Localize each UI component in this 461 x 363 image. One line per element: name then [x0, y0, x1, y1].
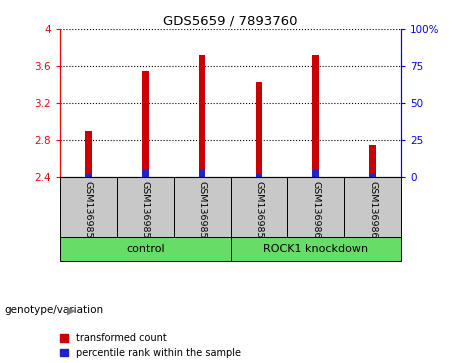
- Bar: [85, 174, 92, 178]
- Title: GDS5659 / 7893760: GDS5659 / 7893760: [163, 15, 298, 28]
- Bar: [255, 174, 262, 178]
- Text: GSM1369857: GSM1369857: [141, 182, 150, 245]
- Bar: [85, 131, 92, 178]
- Bar: [313, 55, 319, 178]
- Bar: [369, 145, 376, 178]
- Bar: [287, 178, 344, 237]
- Bar: [174, 178, 230, 237]
- Bar: [344, 178, 401, 237]
- Text: ▶: ▶: [67, 305, 75, 315]
- Bar: [117, 178, 174, 237]
- Bar: [142, 170, 148, 178]
- Text: GSM1369856: GSM1369856: [84, 182, 93, 245]
- Text: GSM1369859: GSM1369859: [254, 182, 263, 245]
- Text: ROCK1 knockdown: ROCK1 knockdown: [263, 244, 368, 254]
- Bar: [199, 170, 206, 178]
- Bar: [199, 55, 206, 178]
- Bar: [313, 170, 319, 178]
- Text: control: control: [126, 244, 165, 254]
- Text: GSM1369861: GSM1369861: [368, 182, 377, 245]
- Bar: [60, 237, 230, 261]
- Bar: [255, 82, 262, 178]
- Bar: [369, 174, 376, 178]
- Bar: [230, 178, 287, 237]
- Bar: [60, 178, 117, 237]
- Text: genotype/variation: genotype/variation: [5, 305, 104, 315]
- Legend: transformed count, percentile rank within the sample: transformed count, percentile rank withi…: [60, 333, 241, 358]
- Text: GSM1369860: GSM1369860: [311, 182, 320, 245]
- Text: GSM1369858: GSM1369858: [198, 182, 207, 245]
- Bar: [142, 71, 148, 178]
- Bar: [230, 237, 401, 261]
